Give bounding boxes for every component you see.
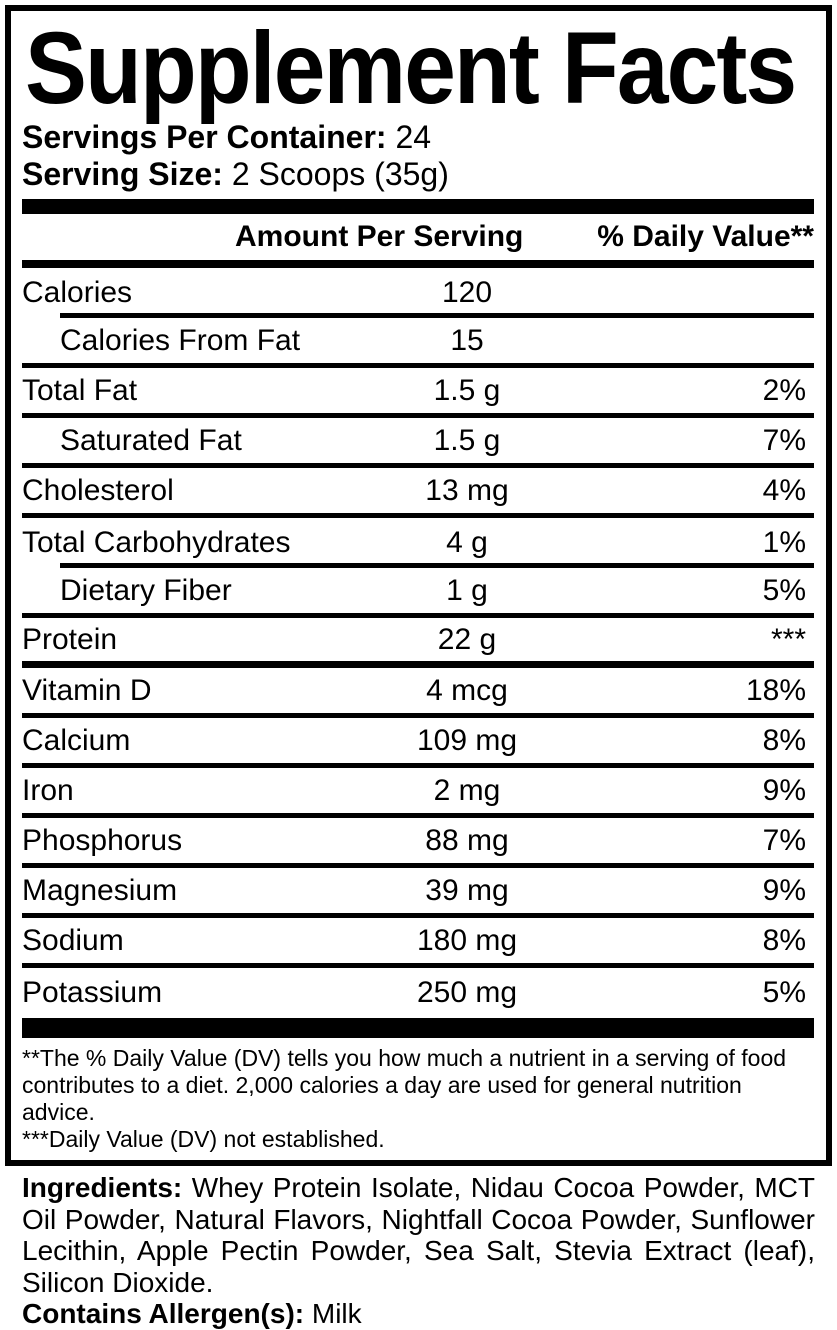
nutrient-dv: 8% [762,923,806,957]
nutrient-amount: 13 mg [425,473,509,507]
nutrient-amount: 120 [441,276,493,309]
serving-size-label: Serving Size: [22,156,223,192]
nutrient-dv: 5% [762,976,806,1009]
ingredients-label: Ingredients: [22,1172,183,1203]
nutrient-dv: 9% [762,873,806,907]
servings-per-container-value: 24 [395,119,432,155]
header-separator [22,260,814,268]
serving-size-line: Serving Size: 2 Scoops (35g) [22,156,814,193]
nutrient-row: Total Carbohydrates 4 g 1% [22,518,814,568]
nutrient-dv: 2% [762,373,806,407]
nutrient-row: Protein 22 g *** [22,618,814,668]
not-established-footnote: ***Daily Value (DV) not established. [22,1126,385,1152]
nutrient-name: Vitamin D [22,673,152,707]
nutrient-row: Total Fat 1.5 g 2% [22,368,814,418]
nutrient-dv: 7% [762,423,806,457]
nutrient-amount: 22 g [437,622,497,656]
serving-info: Servings Per Container: 24 Serving Size:… [22,119,814,193]
nutrient-amount: 1 g [446,573,488,607]
nutrient-row: Phosphorus 88 mg 7% [22,818,814,868]
col-header-amount-per-serving: Amount Per Serving [235,220,524,253]
nutrient-name: Magnesium [22,873,178,907]
nutrient-name: Calories [22,276,133,309]
facts-box-inner: Supplement Facts Servings Per Container:… [11,11,826,1160]
nutrient-dv: *** [770,622,806,656]
allergen-line: Contains Allergen(s): Milk [22,1298,815,1330]
nutrient-dv: 9% [762,773,806,807]
nutrient-row: Calcium 109 mg 8% [22,718,814,768]
table-header-row: Amount Per Serving % Daily Value** [22,214,814,260]
ingredients-paragraph: Ingredients: Whey Protein Isolate, Nidau… [22,1172,815,1298]
nutrient-amount: 88 mg [425,823,509,857]
nutrient-dv: 1% [762,526,806,559]
nutrient-name: Total Fat [22,373,138,407]
nutrient-amount: 1.5 g [433,373,501,407]
allergen-label: Contains Allergen(s): [22,1298,305,1329]
ingredients-section: Ingredients: Whey Protein Isolate, Nidau… [22,1172,815,1330]
nutrient-dv: 4% [762,473,806,507]
nutrient-row: Sodium 180 mg 8% [22,918,814,968]
nutrient-dv: 18% [745,673,806,707]
nutrient-amount: 250 mg [416,976,518,1009]
nutrient-amount: 39 mg [425,873,509,907]
nutrient-amount: 2 mg [433,773,501,807]
nutrient-row: Potassium 250 mg 5% [22,968,814,1018]
nutrient-name: Sodium [22,923,124,957]
nutrient-row: Calories From Fat 15 [22,318,814,368]
nutrient-name: Cholesterol [22,473,174,507]
serving-size-value: 2 Scoops (35g) [231,156,449,192]
nutrient-amount: 109 mg [416,723,518,757]
nutrient-name: Total Carbohydrates [22,526,291,559]
nutrient-amount: 4 g [446,526,488,559]
nutrient-name: Protein [22,622,118,656]
nutrient-name: Dietary Fiber [60,573,232,607]
nutrient-name: Potassium [22,976,163,1009]
daily-value-footnote: **The % Daily Value (DV) tells you how m… [22,1045,787,1125]
nutrient-dv: 8% [762,723,806,757]
nutrient-row: Cholesterol 13 mg 4% [22,468,814,518]
divider-bar-bottom [22,1018,814,1038]
col-header-daily-value: % Daily Value** [597,220,814,253]
nutrient-row: Saturated Fat 1.5 g 7% [22,418,814,468]
footnotes: **The % Daily Value (DV) tells you how m… [22,1038,814,1160]
servings-per-container-line: Servings Per Container: 24 [22,119,814,156]
nutrient-name: Calories From Fat [60,323,301,357]
nutrient-dv: 5% [762,573,806,607]
servings-per-container-label: Servings Per Container: [22,119,387,155]
nutrient-amount: 180 mg [416,923,518,957]
nutrient-row: Calories 120 [22,268,814,318]
nutrient-name: Saturated Fat [60,423,242,457]
nutrient-amount: 4 mcg [426,673,508,707]
nutrient-row: Vitamin D 4 mcg 18% [22,668,814,718]
nutrient-amount: 15 [450,323,484,357]
nutrient-row: Iron 2 mg 9% [22,768,814,818]
nutrient-row: Magnesium 39 mg 9% [22,868,814,918]
nutrient-amount: 1.5 g [433,423,501,457]
nutrient-dv: 7% [762,823,806,857]
divider-bar-top [22,199,814,214]
facts-box: Supplement Facts Servings Per Container:… [5,5,832,1166]
allergen-value: Milk [311,1298,362,1329]
nutrient-row: Dietary Fiber 1 g 5% [22,568,814,618]
nutrient-name: Phosphorus [22,823,183,857]
label-title: Supplement Facts [25,11,797,125]
nutrient-name: Calcium [22,723,131,757]
nutrient-rows: Calories 120 Calories From Fat 15 Total Fat 1… [22,268,814,1018]
nutrient-name: Iron [22,773,74,807]
